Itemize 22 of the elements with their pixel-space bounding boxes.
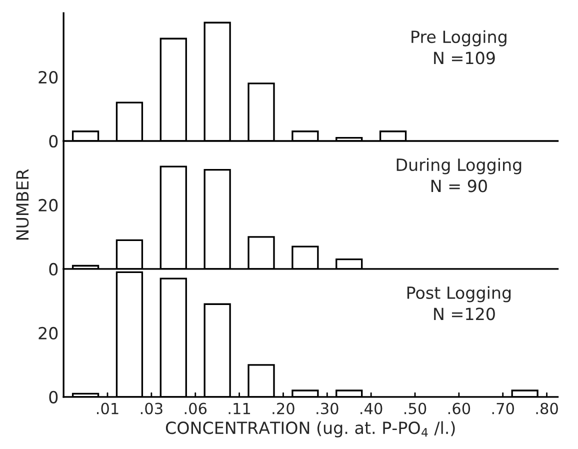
y-axis-title: NUMBER (16, 169, 29, 240)
text: .70 (492, 402, 514, 414)
text: .60 (448, 402, 470, 414)
y-tick-label: 20 (38, 198, 58, 212)
text: .50 (404, 402, 426, 414)
text: .80 (536, 402, 558, 414)
text: .40 (360, 402, 382, 414)
text: Pre Logging N =109 (412, 30, 506, 64)
y-tick-label: 20 (38, 70, 58, 84)
y-tick-label: 20 (38, 326, 58, 340)
text: .11 (228, 402, 250, 414)
text: .01 (96, 402, 118, 414)
y-tick-label: 0 (49, 262, 58, 276)
text: .20 (272, 402, 294, 414)
text: .06 (184, 402, 207, 414)
text: .03 (140, 402, 162, 414)
y-tick-label: 0 (49, 134, 58, 148)
x-axis-title: CONCENTRATION (ug. at. P-PO$_{4}$ /l.) (166, 421, 455, 438)
text: .30 (316, 402, 338, 414)
text: During Logging N = 90 (396, 158, 522, 192)
y-tick-label: 0 (49, 390, 58, 404)
text: Post Logging N =120 (407, 286, 511, 320)
